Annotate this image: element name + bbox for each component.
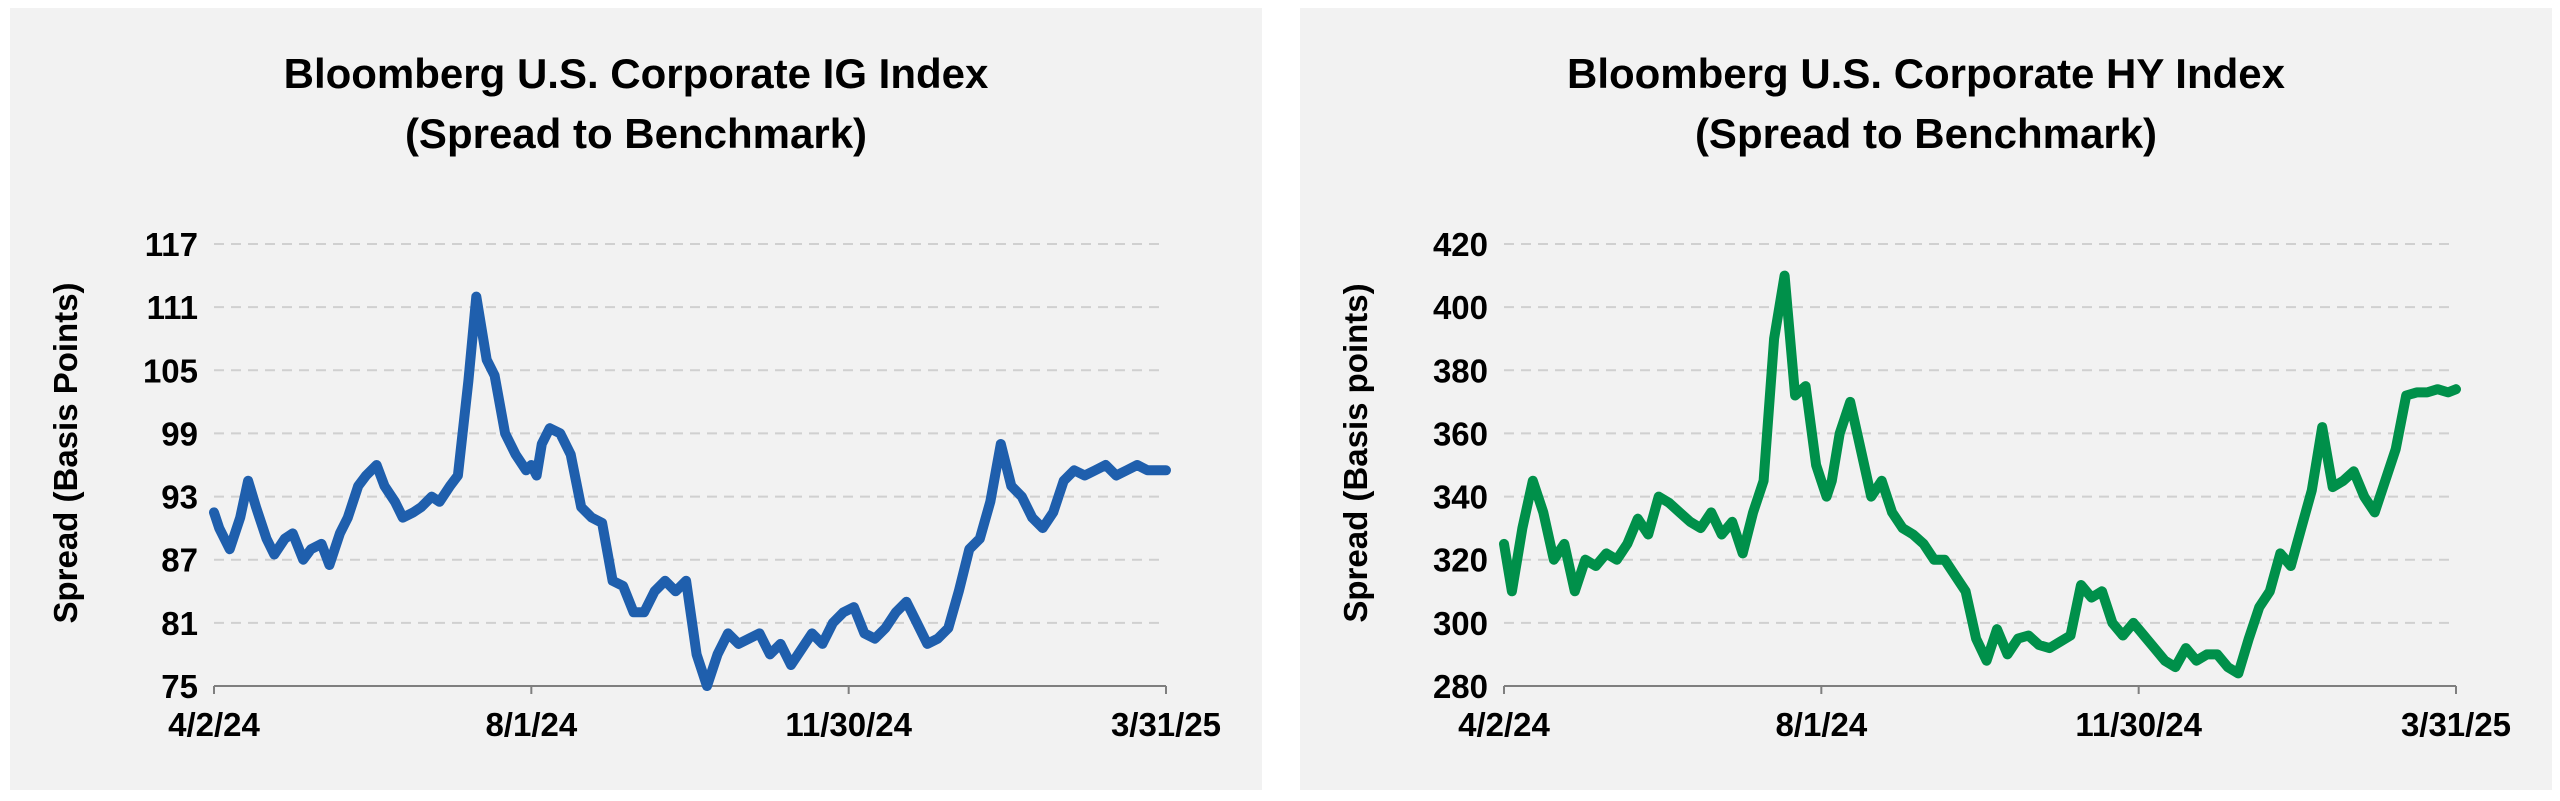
x-tick-label: 8/1/24 — [485, 706, 577, 743]
x-tick-label: 4/2/24 — [168, 706, 260, 743]
y-tick-label: 81 — [161, 605, 198, 642]
y-tick-label: 87 — [161, 542, 198, 579]
y-axis-label: Spread (Basis points) — [1337, 283, 1374, 622]
y-tick-label: 340 — [1433, 479, 1488, 516]
series-line — [1499, 270, 2461, 679]
y-tick-label: 280 — [1433, 668, 1488, 705]
y-tick-label: 300 — [1433, 605, 1488, 642]
y-tick-label: 93 — [161, 479, 198, 516]
x-tick-label: 3/31/25 — [2401, 706, 2511, 743]
y-tick-label: 117 — [145, 226, 198, 263]
y-tick-label: 420 — [1433, 226, 1488, 263]
y-tick-label: 75 — [161, 668, 198, 705]
x-tick-label: 3/31/25 — [1111, 706, 1221, 743]
y-tick-label: 320 — [1433, 542, 1488, 579]
chart-title-line-1: Bloomberg U.S. Corporate HY Index — [1567, 50, 2286, 97]
y-axis-label: Spread (Basis Points) — [47, 282, 84, 623]
y-tick-label: 400 — [1433, 289, 1488, 326]
ig-spread-chart: Bloomberg U.S. Corporate IG Index (Sprea… — [47, 50, 1221, 743]
y-tick-label: 360 — [1433, 415, 1488, 452]
x-tick-label: 8/1/24 — [1775, 706, 1867, 743]
y-tick-label: 99 — [161, 415, 198, 452]
series-line — [209, 291, 1171, 691]
hy-spread-chart: Bloomberg U.S. Corporate HY Index (Sprea… — [1337, 50, 2511, 743]
y-tick-label: 111 — [147, 289, 198, 326]
y-tick-label: 380 — [1433, 352, 1488, 389]
y-tick-label: 105 — [143, 352, 198, 389]
x-tick-label: 11/30/24 — [785, 706, 912, 743]
x-tick-label: 11/30/24 — [2075, 706, 2202, 743]
chart-title-line-1: Bloomberg U.S. Corporate IG Index — [284, 50, 989, 97]
x-tick-label: 4/2/24 — [1458, 706, 1550, 743]
chart-title-line-2: (Spread to Benchmark) — [405, 110, 867, 157]
chart-title-line-2: (Spread to Benchmark) — [1695, 110, 2157, 157]
hy-spread-chart-panel: Bloomberg U.S. Corporate HY Index (Sprea… — [1300, 8, 2552, 790]
ig-spread-chart-panel: Bloomberg U.S. Corporate IG Index (Sprea… — [10, 8, 1262, 790]
